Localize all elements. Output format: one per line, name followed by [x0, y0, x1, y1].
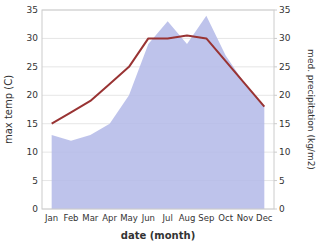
x-tick-label: Aug — [179, 213, 196, 223]
y-tick-label: 15 — [27, 119, 38, 129]
plot-frame — [42, 10, 274, 209]
y-tick-label: 5 — [32, 176, 38, 186]
y2-tick — [274, 66, 277, 67]
chart: 0 5 10 15 20 25 30 35 0 5 10 15 20 25 30 35 Jan Feb MarApr… — [0, 0, 318, 247]
x-tick-label: Sep — [198, 213, 214, 223]
plot-area — [52, 16, 265, 209]
y2-tick — [274, 38, 277, 39]
y2-tick-label: 20 — [279, 90, 291, 100]
x-tick-label: Jul — [162, 213, 173, 223]
y-tick-label: 10 — [27, 147, 39, 157]
x-tick-label: Jun — [141, 213, 155, 223]
x-tick-label: Jan — [44, 213, 58, 223]
x-tick-label: Apr — [102, 213, 117, 223]
y2-tick-label: 0 — [279, 204, 285, 214]
y2-tick-label: 15 — [279, 119, 290, 129]
x-axis-label: date (month) — [121, 230, 195, 241]
y-tick-label: 30 — [27, 33, 39, 43]
y2-tick — [274, 95, 277, 96]
y2-tick — [274, 10, 277, 11]
x-tick-label: Mar — [82, 213, 99, 223]
y2-tick-label: 25 — [279, 62, 290, 72]
y-tick-label: 25 — [27, 62, 38, 72]
x-tick-label: May — [120, 213, 138, 223]
y-axis-label: max temp (C) — [3, 75, 14, 144]
y2-tick — [274, 209, 277, 210]
x-tick-label: Feb — [63, 213, 78, 223]
y2-tick — [274, 180, 277, 181]
temperature-line — [52, 36, 265, 124]
y2-tick — [274, 123, 277, 124]
y2-tick-label: 5 — [279, 176, 285, 186]
y-tick-label: 0 — [32, 204, 38, 214]
precipitation-area — [52, 16, 265, 209]
y2-tick — [274, 152, 277, 153]
y2-tick-label: 10 — [279, 147, 291, 157]
grid — [42, 10, 274, 209]
y-tick-label: 35 — [27, 5, 38, 15]
x-tick-label: Oct — [218, 213, 233, 223]
y2-axis-label: med. precipitation (kg/m2) — [306, 49, 316, 170]
y2-tick-label: 35 — [279, 5, 290, 15]
x-tick-label: Nov — [237, 213, 254, 223]
y2-tick-label: 30 — [279, 33, 291, 43]
y-tick-label: 20 — [27, 90, 39, 100]
x-tick-label: Dec — [256, 213, 273, 223]
